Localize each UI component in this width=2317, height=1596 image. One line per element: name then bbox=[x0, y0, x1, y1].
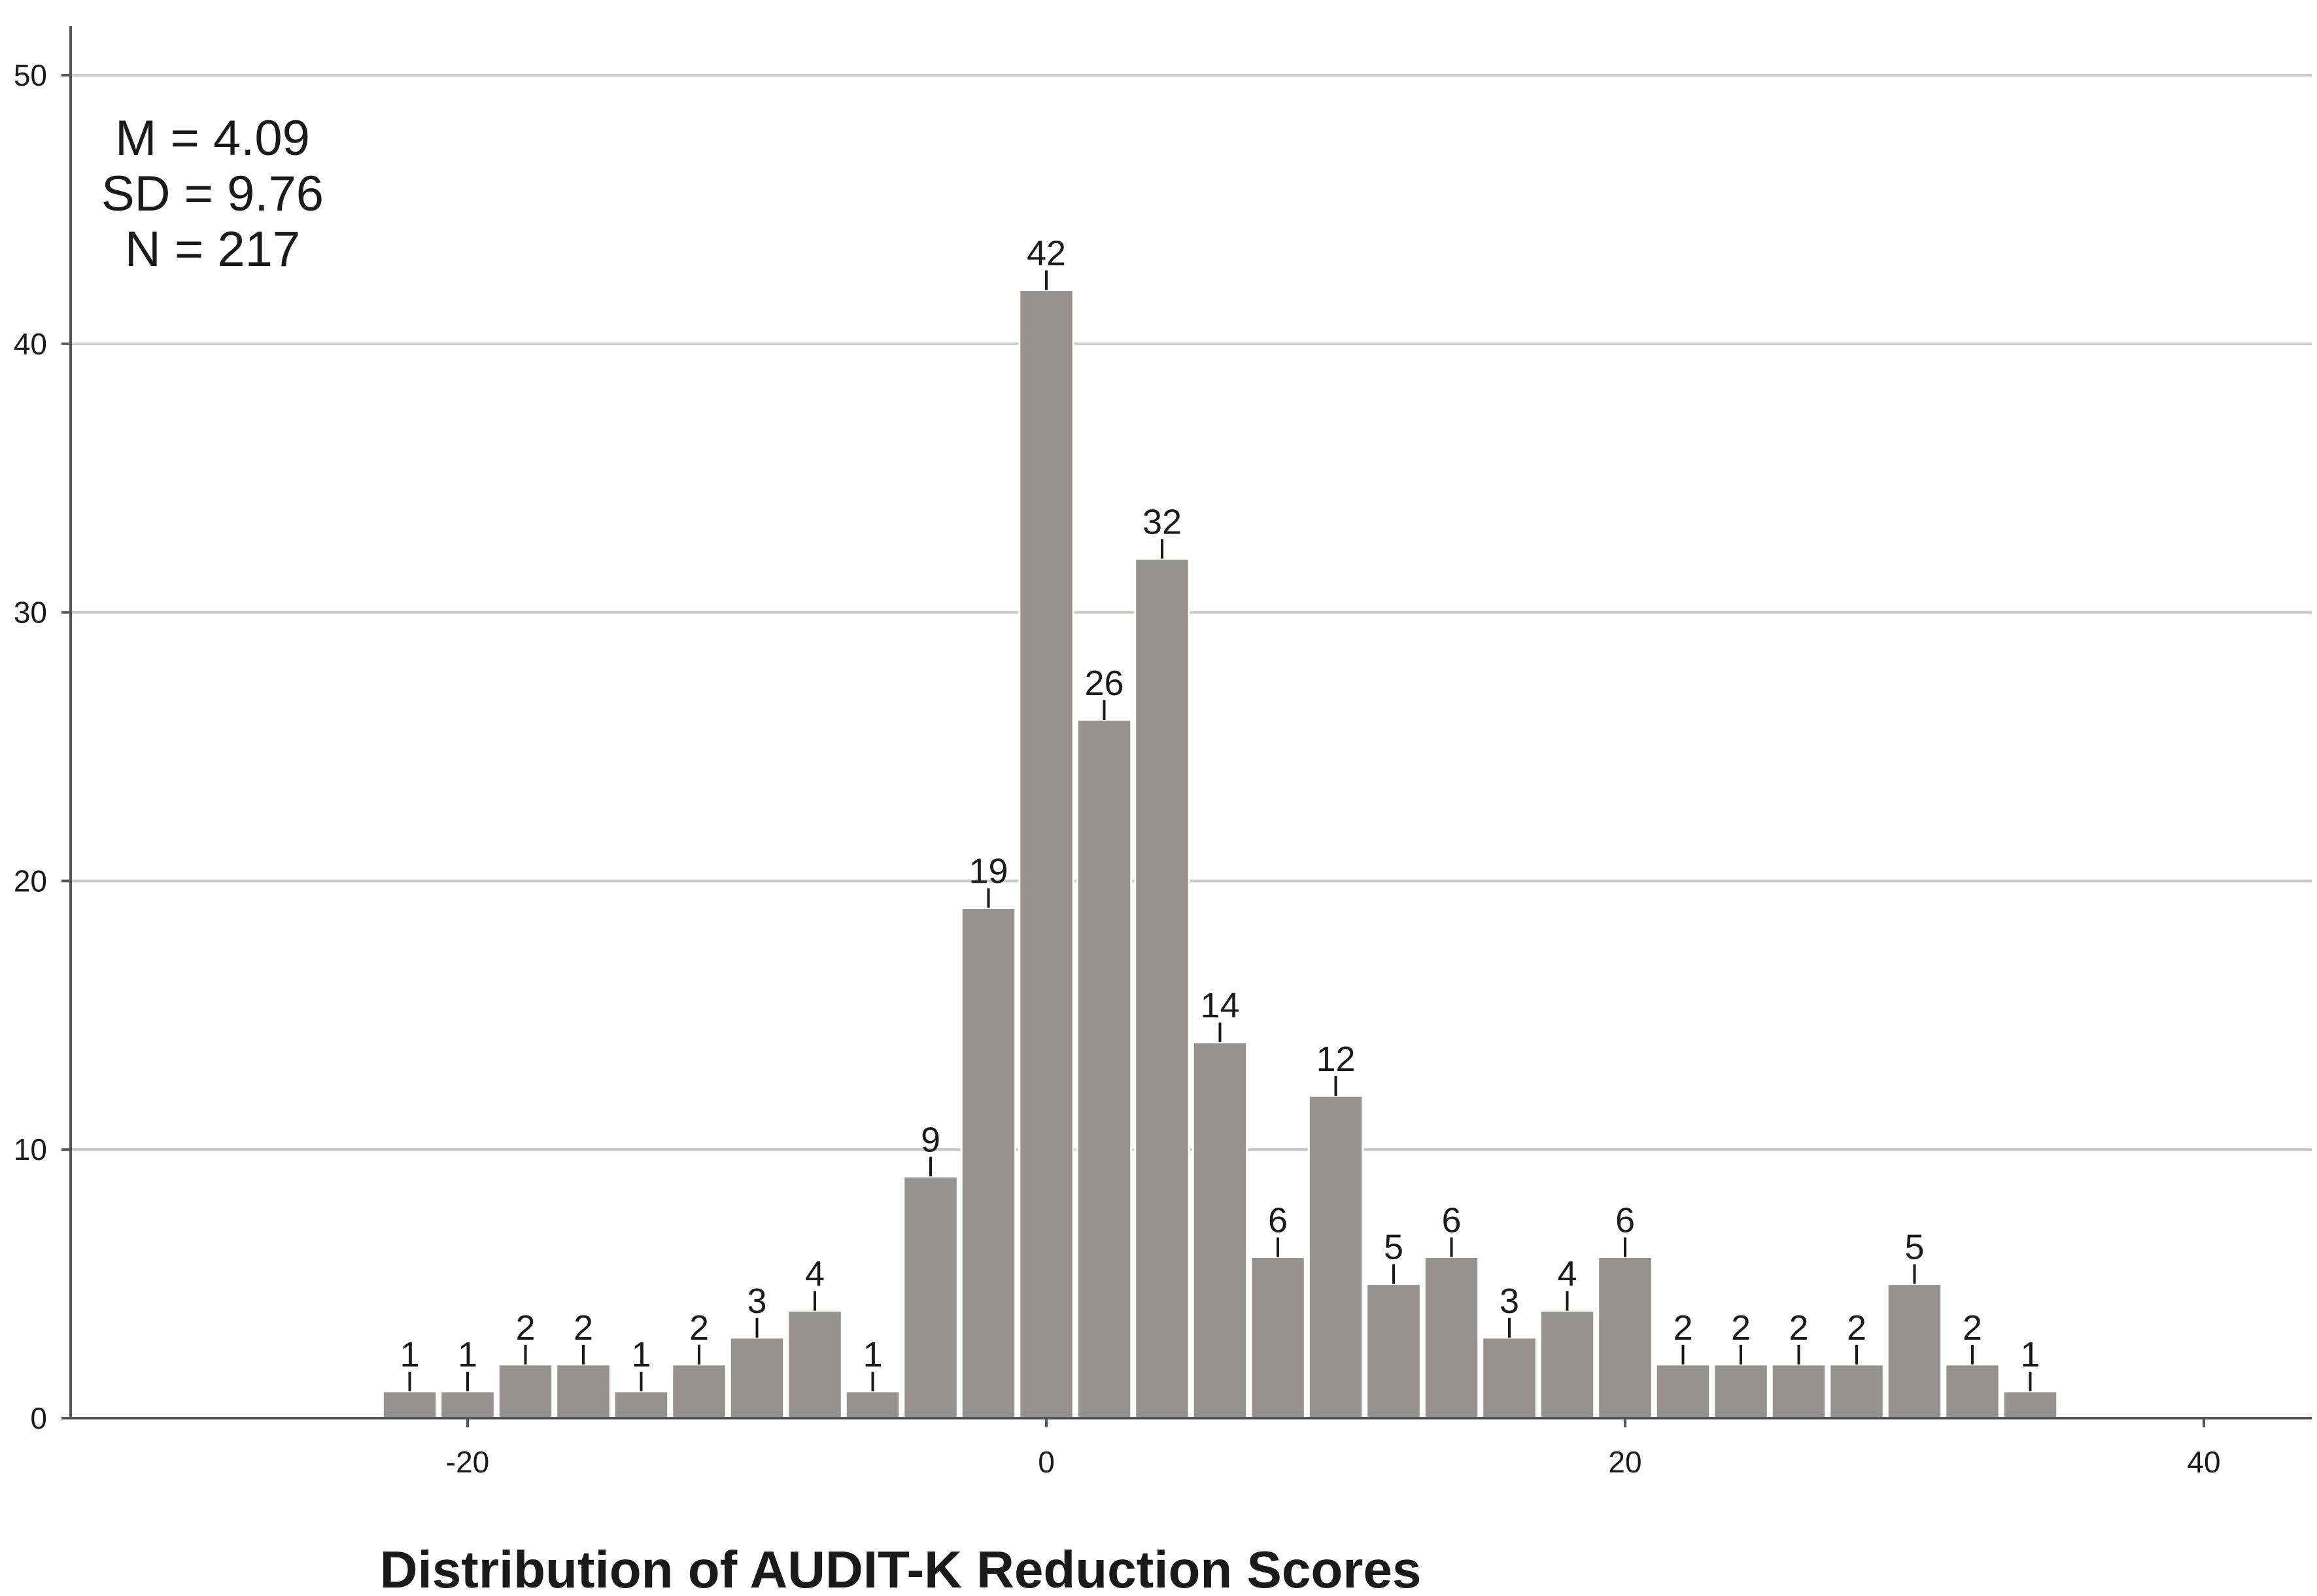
x-axis-ticks: -20 0 20 40 bbox=[446, 1418, 2221, 1479]
bar-label-1: 1 bbox=[458, 1335, 477, 1374]
bar-label-8: 1 bbox=[863, 1335, 882, 1374]
y-tick-label-40: 40 bbox=[14, 327, 47, 361]
bar-7 bbox=[787, 1310, 843, 1419]
bar-24 bbox=[1770, 1363, 1827, 1419]
stats-sd: SD = 9.76 bbox=[101, 166, 324, 222]
y-axis-ticks: 0 10 20 30 40 50 bbox=[14, 58, 71, 1435]
bar-label-26: 5 bbox=[1904, 1228, 1924, 1267]
bar-4 bbox=[613, 1390, 670, 1419]
bar-label-0: 1 bbox=[400, 1335, 419, 1374]
bar-label-28: 1 bbox=[2020, 1335, 2040, 1374]
bar-label-5: 2 bbox=[689, 1308, 709, 1348]
bar-label-7: 4 bbox=[805, 1255, 825, 1294]
bar-label-13: 32 bbox=[1142, 502, 1182, 541]
bar-5 bbox=[671, 1363, 727, 1419]
bar-14 bbox=[1192, 1041, 1248, 1419]
bar-16 bbox=[1307, 1095, 1364, 1419]
bar-25 bbox=[1828, 1363, 1885, 1419]
bar-10 bbox=[960, 906, 1017, 1419]
bar-22 bbox=[1655, 1363, 1711, 1419]
x-tick-label-40: 40 bbox=[2187, 1445, 2220, 1479]
bar-label-22: 2 bbox=[1673, 1308, 1692, 1348]
bar-28 bbox=[2002, 1390, 2059, 1419]
y-tick-label-30: 30 bbox=[14, 596, 47, 630]
bar-11 bbox=[1018, 289, 1074, 1419]
bar-23 bbox=[1713, 1363, 1769, 1419]
bar-label-27: 2 bbox=[1963, 1308, 1982, 1348]
stats-box: M = 4.09 SD = 9.76 N = 217 bbox=[101, 110, 324, 277]
bar-2 bbox=[497, 1363, 554, 1419]
bar-label-21: 6 bbox=[1615, 1201, 1635, 1240]
bar-label-16: 12 bbox=[1316, 1040, 1355, 1079]
bar-label-6: 3 bbox=[747, 1282, 766, 1321]
bar-label-12: 26 bbox=[1084, 664, 1124, 703]
bar-label-14: 14 bbox=[1200, 986, 1239, 1025]
bar-label-9: 9 bbox=[921, 1120, 940, 1159]
bar-3 bbox=[555, 1363, 611, 1419]
y-tick-label-20: 20 bbox=[14, 864, 47, 898]
stats-n: N = 217 bbox=[125, 222, 300, 277]
y-tick-label-50: 50 bbox=[14, 58, 47, 92]
bar-8 bbox=[844, 1390, 901, 1419]
bar-label-18: 6 bbox=[1441, 1201, 1461, 1240]
bar-label-24: 2 bbox=[1789, 1308, 1808, 1348]
chart-title: Distribution of AUDIT-K Reduction Scores bbox=[380, 1540, 1422, 1596]
bar-label-2: 2 bbox=[515, 1308, 535, 1348]
bar-label-17: 5 bbox=[1384, 1228, 1403, 1267]
bar-12 bbox=[1076, 719, 1133, 1419]
bar-label-4: 1 bbox=[631, 1335, 651, 1374]
bar-label-19: 3 bbox=[1500, 1282, 1519, 1321]
bar-19 bbox=[1481, 1336, 1537, 1419]
x-tick-label-0: 0 bbox=[1038, 1445, 1055, 1479]
y-tick-label-0: 0 bbox=[30, 1401, 47, 1435]
bar-label-23: 2 bbox=[1731, 1308, 1751, 1348]
bar-15 bbox=[1250, 1256, 1306, 1419]
bar-label-11: 42 bbox=[1027, 234, 1066, 273]
bar-label-20: 4 bbox=[1557, 1255, 1577, 1294]
y-tick-label-10: 10 bbox=[14, 1132, 47, 1166]
bar-0 bbox=[381, 1390, 438, 1419]
stats-mean: M = 4.09 bbox=[115, 110, 310, 166]
bar-26 bbox=[1886, 1283, 1943, 1419]
bar-18 bbox=[1423, 1256, 1480, 1419]
bar-17 bbox=[1365, 1283, 1422, 1419]
bar-label-15: 6 bbox=[1268, 1201, 1288, 1240]
gridlines bbox=[71, 74, 2312, 1151]
bar-label-3: 2 bbox=[574, 1308, 593, 1348]
bar-label-10: 19 bbox=[969, 851, 1008, 891]
bar-1 bbox=[439, 1390, 496, 1419]
bar-20 bbox=[1539, 1310, 1596, 1419]
bar-9 bbox=[902, 1175, 959, 1419]
bar-6 bbox=[729, 1336, 785, 1419]
x-tick-label-20: 20 bbox=[1608, 1445, 1641, 1479]
axes bbox=[69, 26, 2312, 1419]
x-tick-label--20: -20 bbox=[446, 1445, 489, 1479]
bar-21 bbox=[1597, 1256, 1653, 1419]
bar-label-25: 2 bbox=[1847, 1308, 1866, 1348]
bar-13 bbox=[1134, 557, 1190, 1419]
bar-27 bbox=[1944, 1363, 2000, 1419]
